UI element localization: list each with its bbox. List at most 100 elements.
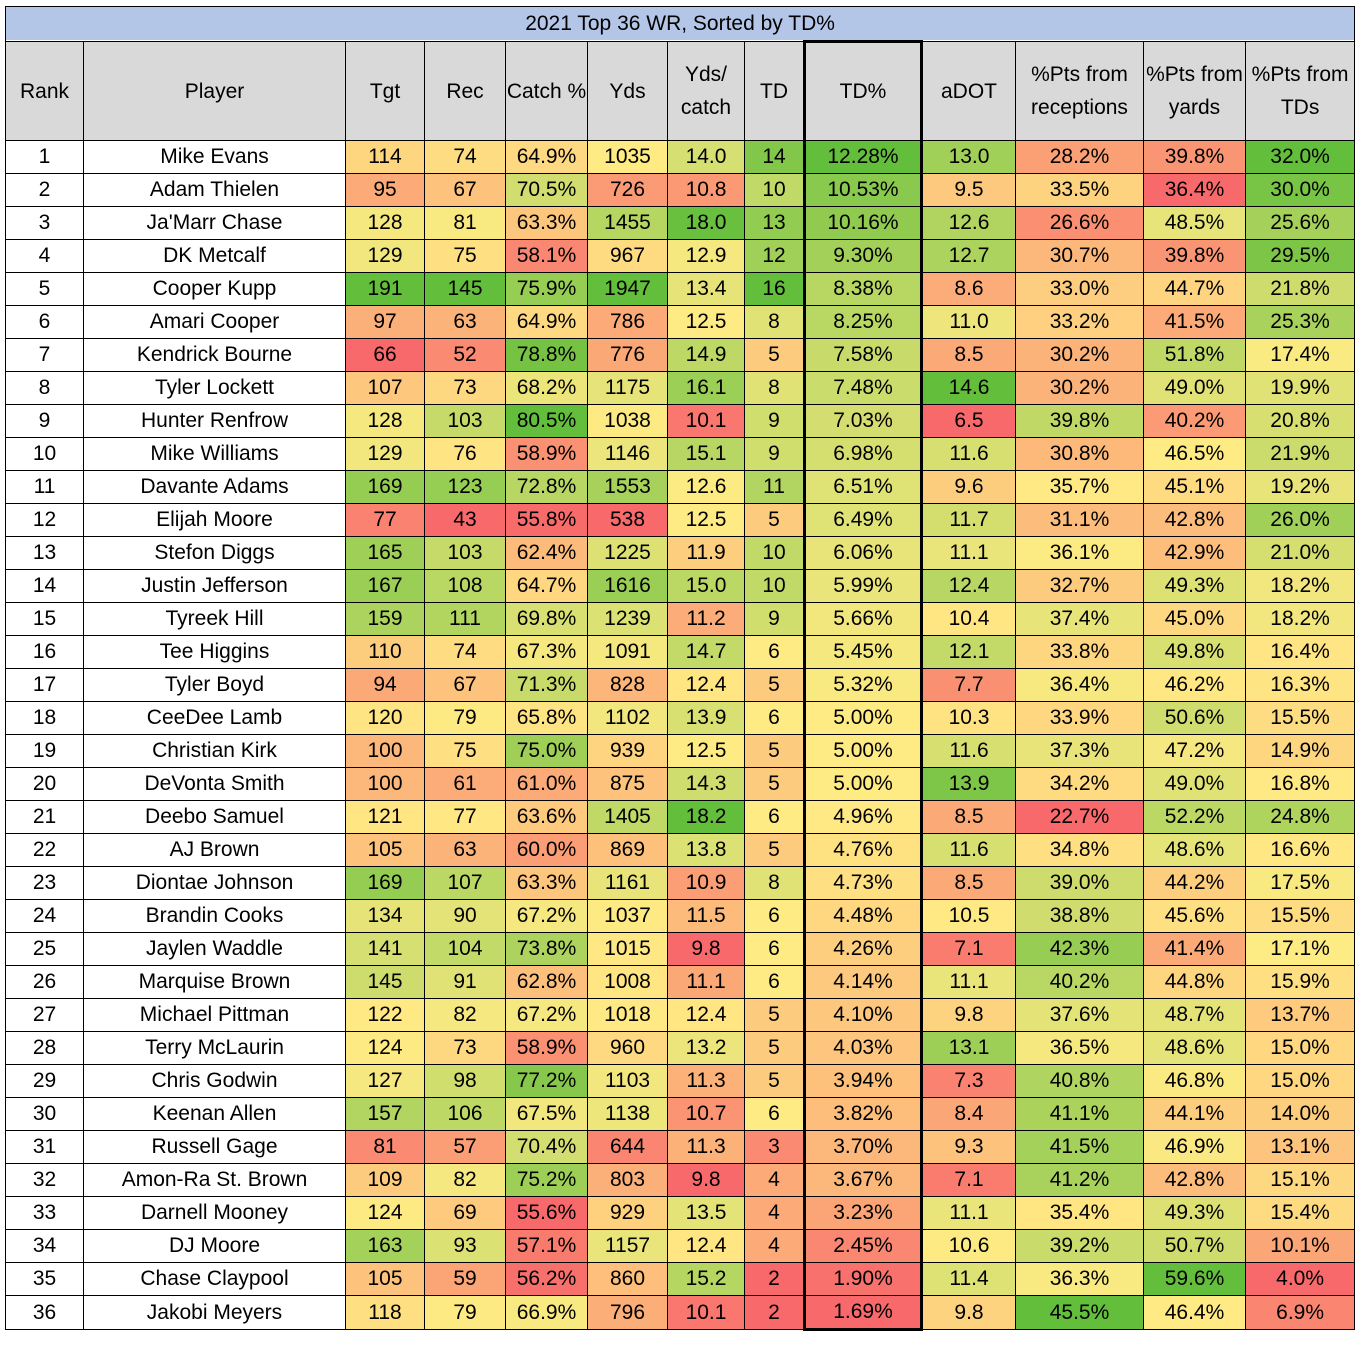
cell-player: DeVonta Smith bbox=[83, 767, 346, 801]
cell-adot: 14.6 bbox=[921, 371, 1016, 405]
cell-ypc: 13.9 bbox=[667, 701, 745, 735]
cell-tgt: 66 bbox=[345, 338, 425, 372]
cell-tdpct: 7.58% bbox=[803, 338, 923, 372]
table-row: 29 Chris Godwin 127 98 77.2% 1103 11.3 5 3.94% 7.… bbox=[5, 1064, 1356, 1098]
cell-pts_td: 6.9% bbox=[1244, 1295, 1356, 1330]
cell-rank: 3 bbox=[5, 206, 84, 240]
cell-pts_yds: 46.9% bbox=[1143, 1130, 1246, 1164]
cell-adot: 11.7 bbox=[921, 503, 1016, 537]
cell-rec: 75 bbox=[424, 734, 506, 768]
cell-ypc: 9.8 bbox=[667, 1163, 745, 1197]
cell-tdpct: 4.96% bbox=[803, 800, 923, 834]
cell-tdpct: 10.16% bbox=[803, 206, 923, 240]
cell-rec: 67 bbox=[424, 173, 506, 207]
cell-pts_rec: 30.2% bbox=[1015, 371, 1144, 405]
column-header-tgt: Tgt bbox=[345, 41, 425, 141]
cell-rank: 28 bbox=[5, 1031, 84, 1065]
cell-rank: 8 bbox=[5, 371, 84, 405]
cell-pts_rec: 41.5% bbox=[1015, 1130, 1144, 1164]
cell-ypc: 11.5 bbox=[667, 899, 745, 933]
cell-pts_yds: 46.8% bbox=[1143, 1064, 1246, 1098]
cell-rank: 18 bbox=[5, 701, 84, 735]
cell-pts_td: 15.0% bbox=[1244, 1031, 1356, 1065]
cell-player: Cooper Kupp bbox=[83, 272, 346, 306]
cell-catch: 64.7% bbox=[505, 569, 588, 603]
cell-player: Kendrick Bourne bbox=[83, 338, 346, 372]
table-row: 27 Michael Pittman 122 82 67.2% 1018 12.4 5 4.10… bbox=[5, 998, 1356, 1032]
cell-yds: 967 bbox=[587, 239, 668, 273]
cell-td: 2 bbox=[744, 1295, 805, 1330]
cell-pts_td: 25.6% bbox=[1244, 206, 1356, 240]
cell-pts_rec: 41.2% bbox=[1015, 1163, 1144, 1197]
cell-rank: 13 bbox=[5, 536, 84, 570]
column-header-tdpct: TD% bbox=[803, 40, 923, 141]
cell-yds: 1037 bbox=[587, 899, 668, 933]
cell-pts_yds: 49.0% bbox=[1143, 371, 1246, 405]
cell-td: 12 bbox=[744, 239, 805, 273]
cell-ypc: 14.7 bbox=[667, 635, 745, 669]
table-row: 6 Amari Cooper 97 63 64.9% 786 12.5 8 8.25% 11.0 3… bbox=[5, 305, 1356, 339]
cell-player: Justin Jefferson bbox=[83, 569, 346, 603]
cell-pts_td: 17.5% bbox=[1244, 866, 1356, 900]
cell-rank: 4 bbox=[5, 239, 84, 273]
cell-tdpct: 6.49% bbox=[803, 503, 923, 537]
cell-rec: 79 bbox=[424, 701, 506, 735]
cell-pts_rec: 37.6% bbox=[1015, 998, 1144, 1032]
cell-yds: 786 bbox=[587, 305, 668, 339]
cell-player: Adam Thielen bbox=[83, 173, 346, 207]
cell-pts_td: 10.1% bbox=[1244, 1229, 1356, 1263]
cell-pts_rec: 22.7% bbox=[1015, 800, 1144, 834]
cell-tdpct: 3.70% bbox=[803, 1130, 923, 1164]
cell-adot: 8.5 bbox=[921, 338, 1016, 372]
cell-td: 13 bbox=[744, 206, 805, 240]
cell-td: 6 bbox=[744, 932, 805, 966]
cell-catch: 72.8% bbox=[505, 470, 588, 504]
cell-td: 5 bbox=[744, 668, 805, 702]
cell-ypc: 10.9 bbox=[667, 866, 745, 900]
table-row: 33 Darnell Mooney 124 69 55.6% 929 13.5 4 3.23% 1… bbox=[5, 1196, 1356, 1230]
cell-pts_yds: 48.6% bbox=[1143, 833, 1246, 867]
cell-ypc: 12.5 bbox=[667, 503, 745, 537]
table-row: 18 CeeDee Lamb 120 79 65.8% 1102 13.9 6 5.00% 10.… bbox=[5, 701, 1356, 735]
cell-pts_rec: 37.3% bbox=[1015, 734, 1144, 768]
cell-adot: 8.4 bbox=[921, 1097, 1016, 1131]
cell-yds: 726 bbox=[587, 173, 668, 207]
cell-pts_td: 15.1% bbox=[1244, 1163, 1356, 1197]
header-row: Rank Player Tgt Rec Catch % Yds Yds/ catch TD TD… bbox=[5, 40, 1356, 141]
cell-rec: 107 bbox=[424, 866, 506, 900]
cell-rec: 77 bbox=[424, 800, 506, 834]
cell-adot: 13.1 bbox=[921, 1031, 1016, 1065]
cell-pts_yds: 50.6% bbox=[1143, 701, 1246, 735]
cell-tdpct: 4.76% bbox=[803, 833, 923, 867]
table-row: 17 Tyler Boyd 94 67 71.3% 828 12.4 5 5.32% 7.7 36.… bbox=[5, 668, 1356, 702]
cell-rec: 69 bbox=[424, 1196, 506, 1230]
cell-player: Jakobi Meyers bbox=[83, 1295, 346, 1330]
cell-tdpct: 5.99% bbox=[803, 569, 923, 603]
cell-adot: 6.5 bbox=[921, 404, 1016, 438]
cell-pts_td: 18.2% bbox=[1244, 602, 1356, 636]
cell-ypc: 10.7 bbox=[667, 1097, 745, 1131]
table-row: 23 Diontae Johnson 169 107 63.3% 1161 10.9 8 4.7… bbox=[5, 866, 1356, 900]
cell-tdpct: 6.06% bbox=[803, 536, 923, 570]
cell-td: 2 bbox=[744, 1262, 805, 1296]
cell-player: Chase Claypool bbox=[83, 1262, 346, 1296]
cell-adot: 11.6 bbox=[921, 833, 1016, 867]
cell-player: Michael Pittman bbox=[83, 998, 346, 1032]
cell-rec: 98 bbox=[424, 1064, 506, 1098]
cell-pts_yds: 44.8% bbox=[1143, 965, 1246, 999]
cell-td: 5 bbox=[744, 503, 805, 537]
cell-tgt: 81 bbox=[345, 1130, 425, 1164]
cell-tdpct: 5.00% bbox=[803, 701, 923, 735]
cell-tgt: 141 bbox=[345, 932, 425, 966]
cell-td: 5 bbox=[744, 767, 805, 801]
cell-tdpct: 4.73% bbox=[803, 866, 923, 900]
cell-ypc: 11.3 bbox=[667, 1064, 745, 1098]
cell-yds: 1161 bbox=[587, 866, 668, 900]
cell-pts_rec: 42.3% bbox=[1015, 932, 1144, 966]
cell-tdpct: 3.94% bbox=[803, 1064, 923, 1098]
cell-td: 8 bbox=[744, 305, 805, 339]
cell-td: 9 bbox=[744, 404, 805, 438]
cell-tgt: 169 bbox=[345, 866, 425, 900]
cell-pts_td: 14.9% bbox=[1244, 734, 1356, 768]
cell-catch: 75.9% bbox=[505, 272, 588, 306]
